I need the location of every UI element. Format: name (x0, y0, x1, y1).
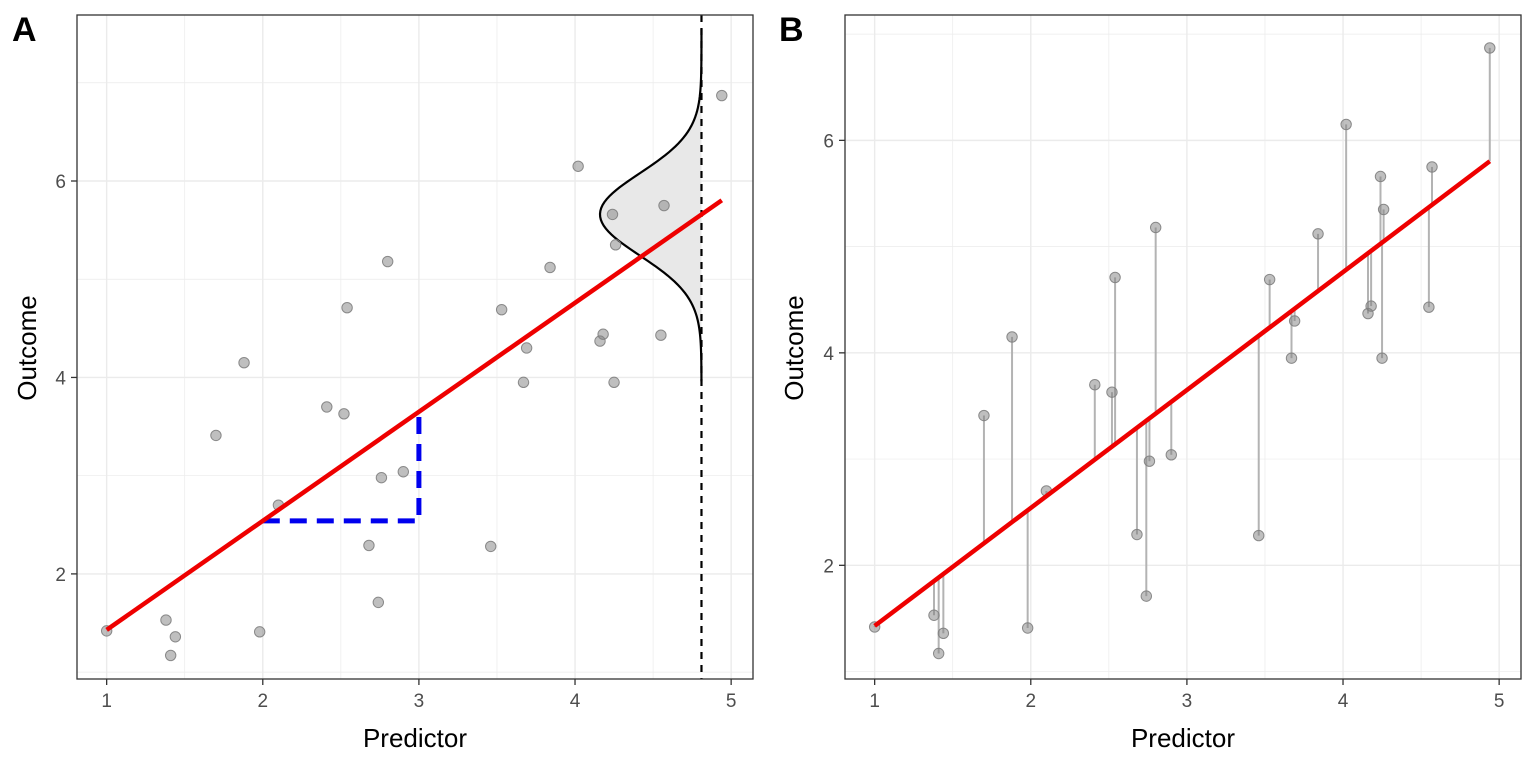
panel-b-data-point (1006, 331, 1018, 343)
panel-b-data-point (1365, 300, 1377, 312)
panel-a-grid (77, 15, 753, 679)
panel-a-y-tick-label: 6 (55, 172, 66, 193)
panel-a-data-point (597, 328, 609, 340)
panel-b-x-tick-label: 2 (1025, 691, 1036, 712)
panel-b-data-point (937, 627, 950, 640)
panel-a-y-tick-label: 4 (55, 368, 66, 389)
panel-b-x-axis-title: Predictor (1131, 723, 1235, 753)
panel-a-data-point (655, 329, 667, 341)
panel-b-y-axis: 2 4 6 (823, 131, 845, 577)
panel-b-data-point (1149, 221, 1162, 234)
panel-b-data-point (1484, 42, 1496, 54)
panel-a-border (76, 14, 754, 680)
panel-a-data-point (160, 614, 172, 626)
panel-b-x-tick-label: 3 (1182, 691, 1193, 712)
panel-a-density-area (600, 28, 702, 382)
panel-b-data-point (932, 647, 945, 660)
panel-a-x-axis: 1 2 3 4 5 (101, 679, 736, 712)
panel-a-x-tick-label: 2 (257, 691, 268, 712)
panel-b-data-point (1109, 271, 1121, 284)
panel-a-data-point (338, 408, 350, 420)
panel-b-data-point (978, 409, 990, 422)
panel-a: A Predictor Outcome 1 2 3 4 5 2 4 6 (12, 11, 754, 753)
panel-b-data-point (1340, 118, 1352, 131)
panel-b-data-point (1423, 301, 1435, 313)
panel-a-regression-line (105, 198, 724, 632)
panel-b-y-tick-label: 6 (823, 131, 834, 152)
panel-a-data-point (238, 357, 250, 369)
panel-b-data-point (1143, 455, 1156, 467)
panel-a-data-point (372, 596, 385, 609)
panel-a-data-point (485, 540, 497, 553)
panel-a-data-point (606, 208, 619, 221)
panel-a-y-tick-label: 2 (55, 565, 66, 586)
panel-a-data-point (210, 429, 222, 442)
panel-b-data-point (1106, 386, 1118, 398)
panel-a-data-point (169, 631, 182, 643)
panel-a-data-point (658, 199, 670, 212)
panel-a-data-point (608, 376, 620, 389)
panel-b-data-point (1263, 273, 1276, 286)
panel-a-x-axis-title: Predictor (363, 723, 467, 753)
panel-b-data-point (1021, 622, 1034, 634)
panel-a-x-tick-label: 1 (101, 691, 112, 712)
panel-a-data-point (321, 401, 333, 413)
panel-b-data-point (1089, 379, 1101, 391)
panel-b-points (868, 42, 1496, 660)
panel-b-label: B (779, 11, 804, 49)
panel-a-data-point (164, 649, 177, 662)
panel-b-data-point (1374, 170, 1387, 183)
panel-a-points (100, 89, 728, 662)
panel-b-data-point (1377, 203, 1390, 216)
panel-b-data-point (1426, 161, 1438, 173)
panel-b-data-point (1285, 352, 1298, 364)
panel-a-data-point (517, 376, 530, 389)
panel-a-x-tick-label: 4 (570, 691, 581, 712)
panel-b-border (844, 14, 1522, 680)
panel-b-plot-area (845, 15, 1521, 679)
panel-b-x-tick-label: 1 (869, 691, 880, 712)
panel-b-y-tick-label: 2 (823, 556, 834, 577)
panel-a-x-tick-label: 5 (726, 691, 737, 712)
panel-b-data-point (1312, 228, 1324, 240)
panel-a-data-point (572, 160, 584, 172)
panel-b-x-axis: 1 2 3 4 5 (869, 679, 1504, 712)
panel-a-data-point (609, 239, 622, 251)
panel-b-data-point (1253, 529, 1265, 542)
panel-b-data-point (1288, 315, 1301, 327)
panel-b-y-tick-label: 4 (823, 344, 834, 365)
panel-a-data-point (381, 255, 394, 268)
panel-b-x-tick-label: 5 (1494, 691, 1505, 712)
panel-a-data-point (544, 261, 556, 274)
panel-b-background (845, 15, 1521, 679)
panel-b-regression-line (873, 159, 1492, 628)
panel-b-x-tick-label: 4 (1338, 691, 1349, 712)
panel-a-data-point (716, 89, 728, 102)
panel-a-data-point (363, 539, 375, 552)
panel-a-data-point (375, 471, 388, 484)
panel-a-data-point (520, 342, 533, 354)
panel-a-y-axis-title: Outcome (12, 295, 42, 401)
panel-a-x-tick-label: 3 (414, 691, 425, 712)
panel-a-y-axis: 2 4 6 (55, 172, 77, 586)
panel-a-background (77, 15, 753, 679)
panel-b-y-axis-title: Outcome (779, 295, 809, 401)
panel-a-slope-guide (262, 411, 422, 524)
panel-a-data-point (341, 302, 353, 314)
panel-a-data-point (495, 303, 508, 316)
panel-b-data-point (928, 609, 940, 621)
panel-a-density-curve (598, 28, 703, 382)
panel-b-data-point (1376, 352, 1388, 364)
panel-b-data-point (1140, 590, 1153, 602)
panel-a-plot-area (77, 15, 753, 679)
panel-b-data-point (1165, 449, 1177, 461)
panel-a-data-point (253, 626, 266, 638)
panel-a-data-point (397, 466, 409, 478)
panel-a-label: A (12, 11, 37, 49)
panel-b-data-point (1131, 528, 1143, 541)
panel-b: B Predictor Outcome 1 2 3 4 5 2 4 6 (779, 11, 1522, 753)
